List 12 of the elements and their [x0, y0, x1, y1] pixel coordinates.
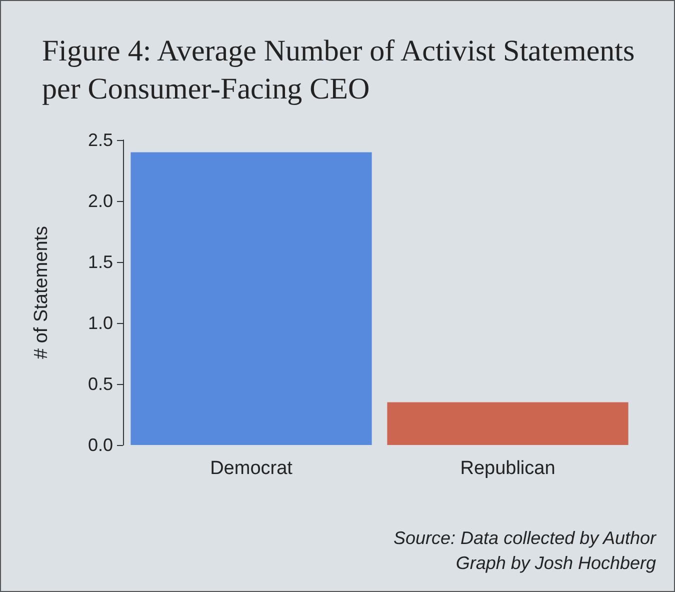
x-tick-label: Democrat — [210, 458, 294, 479]
x-tick-label: Republican — [460, 458, 556, 479]
y-tick-label: 2.0 — [88, 191, 113, 211]
y-axis-title: # of Statements — [31, 226, 52, 360]
y-tick-label: 2.5 — [88, 130, 113, 150]
y-tick-label: 1.0 — [88, 313, 113, 333]
y-tick-label: 1.5 — [88, 252, 113, 272]
text: Graph by Josh Hochberg — [456, 553, 656, 573]
y-tick-label: 0.5 — [88, 374, 113, 394]
y-tick-label: 0.0 — [88, 435, 113, 455]
chart-title: Figure 4: Average Number of Activist Statements per Consumer-Facing CEO — [42, 34, 642, 106]
source-note: Source: Data collected by Author — [394, 528, 657, 548]
